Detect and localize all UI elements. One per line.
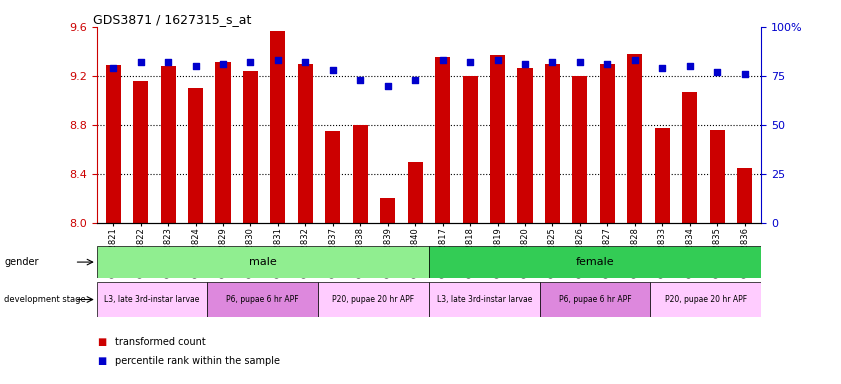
Point xyxy=(574,59,587,65)
Bar xyxy=(600,64,615,223)
Text: gender: gender xyxy=(4,257,39,267)
Point xyxy=(271,57,284,63)
Point xyxy=(216,61,230,67)
Point xyxy=(436,57,449,63)
Bar xyxy=(215,62,230,223)
Point xyxy=(189,63,203,69)
Bar xyxy=(429,246,761,278)
Point xyxy=(381,83,394,89)
Bar xyxy=(318,282,429,317)
Point xyxy=(600,61,614,67)
Text: transformed count: transformed count xyxy=(115,337,206,347)
Point xyxy=(134,59,147,65)
Point xyxy=(244,59,257,65)
Text: L3, late 3rd-instar larvae: L3, late 3rd-instar larvae xyxy=(104,295,200,304)
Point xyxy=(546,59,559,65)
Text: male: male xyxy=(249,257,277,267)
Point xyxy=(491,57,505,63)
Text: GDS3871 / 1627315_s_at: GDS3871 / 1627315_s_at xyxy=(93,13,251,26)
Point xyxy=(518,61,532,67)
Point xyxy=(711,69,724,75)
Point xyxy=(463,59,477,65)
Point xyxy=(107,65,120,71)
Bar xyxy=(429,282,540,317)
Bar xyxy=(540,282,650,317)
Text: P20, pupae 20 hr APF: P20, pupae 20 hr APF xyxy=(332,295,415,304)
Bar xyxy=(710,130,725,223)
Bar xyxy=(97,246,429,278)
Text: P20, pupae 20 hr APF: P20, pupae 20 hr APF xyxy=(664,295,747,304)
Text: ■: ■ xyxy=(97,337,106,347)
Bar xyxy=(545,64,560,223)
Bar xyxy=(243,71,258,223)
Bar xyxy=(573,76,588,223)
Bar xyxy=(737,168,752,223)
Bar xyxy=(408,162,423,223)
Point xyxy=(683,63,696,69)
Text: L3, late 3rd-instar larvae: L3, late 3rd-instar larvae xyxy=(436,295,532,304)
Bar xyxy=(133,81,148,223)
Bar xyxy=(627,54,643,223)
Bar xyxy=(435,58,450,223)
Bar xyxy=(325,131,341,223)
Bar xyxy=(655,129,669,223)
Text: percentile rank within the sample: percentile rank within the sample xyxy=(115,356,280,366)
Text: development stage: development stage xyxy=(4,295,86,304)
Bar xyxy=(270,31,285,223)
Bar xyxy=(298,64,313,223)
Point xyxy=(655,65,669,71)
Text: female: female xyxy=(576,257,614,267)
Bar xyxy=(161,66,176,223)
Bar xyxy=(188,88,203,223)
Point xyxy=(299,59,312,65)
Bar xyxy=(106,65,121,223)
Bar xyxy=(97,282,208,317)
Bar xyxy=(517,68,532,223)
Bar xyxy=(352,125,368,223)
Text: P6, pupae 6 hr APF: P6, pupae 6 hr APF xyxy=(226,295,299,304)
Bar xyxy=(650,282,761,317)
Text: ■: ■ xyxy=(97,356,106,366)
Bar xyxy=(682,92,697,223)
Bar xyxy=(208,282,318,317)
Point xyxy=(409,77,422,83)
Point xyxy=(628,57,642,63)
Bar xyxy=(380,198,395,223)
Text: P6, pupae 6 hr APF: P6, pupae 6 hr APF xyxy=(558,295,632,304)
Bar xyxy=(463,76,478,223)
Point xyxy=(738,71,751,77)
Point xyxy=(326,67,340,73)
Point xyxy=(161,59,175,65)
Bar xyxy=(490,55,505,223)
Point xyxy=(353,77,367,83)
